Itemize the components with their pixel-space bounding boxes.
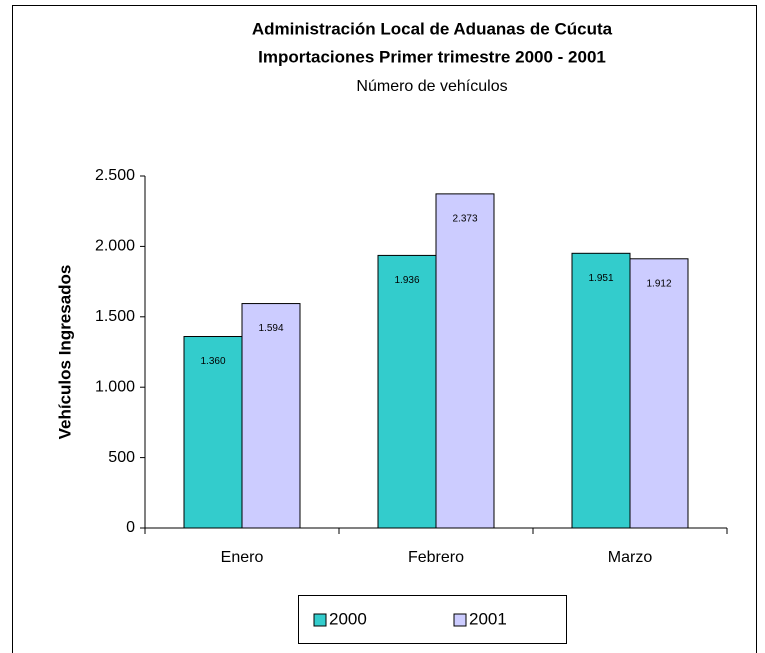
y-axis-label: Vehículos Ingresados	[55, 265, 74, 440]
legend	[298, 595, 567, 644]
bar	[571, 252, 631, 529]
legend-swatch	[453, 613, 467, 627]
legend-label: 2000	[329, 609, 367, 628]
x-tick-label: Marzo	[608, 549, 653, 566]
legend-label: 2001	[469, 609, 507, 628]
value-label: 2.373	[452, 214, 477, 225]
x-tick-label: Enero	[221, 549, 264, 566]
bar	[377, 254, 437, 529]
y-tick-label: 2.500	[95, 167, 135, 184]
x-tick-label: Febrero	[408, 549, 464, 566]
bar	[435, 193, 495, 529]
legend-swatch	[313, 613, 327, 627]
value-label: 1.936	[394, 275, 419, 286]
value-label: 1.360	[200, 356, 225, 367]
bar	[241, 303, 301, 529]
chart-title: Importaciones Primer trimestre 2000 - 20…	[258, 47, 606, 66]
y-tick-label: 500	[108, 449, 135, 466]
y-tick-label: 1.000	[95, 378, 135, 395]
value-label: 1.594	[258, 323, 283, 334]
bar	[629, 258, 689, 529]
value-label: 1.951	[588, 273, 613, 284]
bar	[183, 336, 243, 529]
chart-subtitle: Número de vehículos	[356, 78, 507, 95]
y-tick-label: 1.500	[95, 308, 135, 325]
y-tick-label: 0	[126, 519, 135, 536]
value-label: 1.912	[646, 278, 671, 289]
chart-title: Administración Local de Aduanas de Cúcut…	[252, 19, 613, 38]
y-tick-label: 2.000	[95, 238, 135, 255]
